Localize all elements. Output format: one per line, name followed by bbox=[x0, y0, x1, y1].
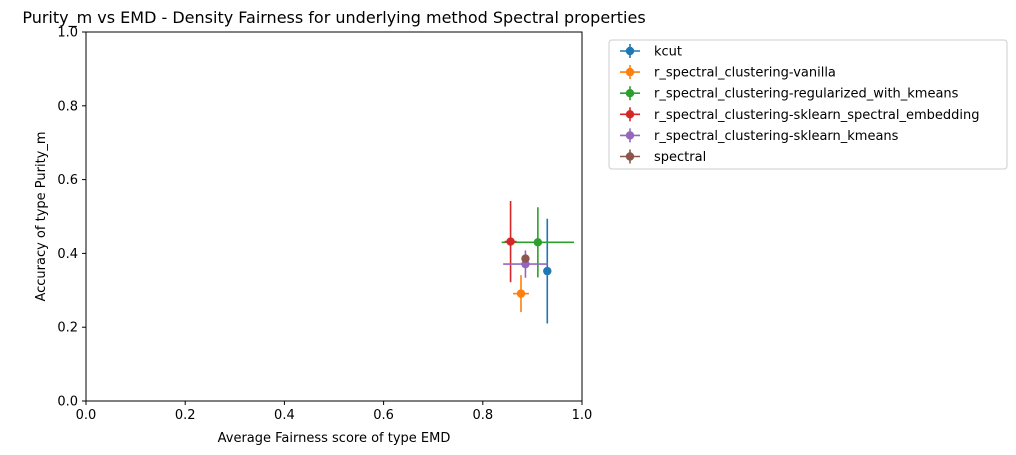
legend-marker bbox=[625, 89, 635, 98]
series-kcut bbox=[543, 218, 552, 324]
legend-marker bbox=[625, 131, 635, 140]
legend-item: r_spectral_clustering-sklearn_kmeans bbox=[620, 128, 899, 144]
legend-item: kcut bbox=[620, 44, 682, 60]
y-axis-label: Accuracy of type Purity_m bbox=[34, 131, 49, 301]
legend-marker bbox=[625, 67, 635, 77]
legend-marker bbox=[625, 152, 635, 161]
legend-item: spectral bbox=[620, 149, 706, 165]
legend: kcut r_spectral_clustering-vanilla r_spect… bbox=[608, 39, 1008, 170]
y-tick-label: 0.8 bbox=[57, 99, 78, 114]
legend-label: r_spectral_clustering-regularized_with_k… bbox=[654, 87, 959, 102]
chart-title: Purity_m vs EMD - Density Fairness for u… bbox=[22, 8, 645, 28]
x-tick-label: 0.0 bbox=[76, 408, 97, 423]
data-point bbox=[533, 238, 543, 247]
y-tick-label: 0.6 bbox=[57, 173, 78, 188]
x-tick-label: 0.4 bbox=[274, 408, 295, 423]
plot-area: 0.0 0.2 0.4 0.6 0.8 1.0 0.0 0.2 0.4 0.6 0.8 1.0 bbox=[57, 26, 592, 424]
legend-label: r_spectral_clustering-sklearn_spectral_e… bbox=[654, 108, 979, 123]
x-tick-label: 0.6 bbox=[373, 408, 394, 423]
series-spectral bbox=[521, 254, 530, 263]
x-axis-ticks: 0.0 0.2 0.4 0.6 0.8 1.0 bbox=[76, 401, 593, 423]
x-tick-label: 0.2 bbox=[175, 408, 196, 423]
axes-frame bbox=[85, 31, 583, 402]
data-point bbox=[506, 237, 515, 246]
y-tick-label: 0.4 bbox=[57, 247, 78, 262]
legend-label: spectral bbox=[654, 150, 706, 165]
y-axis-ticks: 0.0 0.2 0.4 0.6 0.8 1.0 bbox=[57, 26, 86, 410]
data-point bbox=[521, 254, 530, 263]
y-tick-label: 0.2 bbox=[57, 321, 78, 336]
y-tick-label: 0.0 bbox=[57, 395, 78, 410]
legend-label: kcut bbox=[654, 45, 682, 60]
legend-marker bbox=[625, 110, 635, 119]
x-tick-label: 1.0 bbox=[572, 408, 593, 423]
legend-item: r_spectral_clustering-regularized_with_k… bbox=[620, 86, 959, 102]
y-tick-label: 1.0 bbox=[57, 26, 78, 41]
data-marks bbox=[501, 201, 575, 324]
data-point bbox=[516, 289, 526, 298]
series-r_spectral_clustering-sklearn_spectral_embedding bbox=[504, 201, 517, 283]
x-tick-label: 0.8 bbox=[472, 408, 493, 423]
data-point bbox=[543, 266, 552, 276]
x-axis-label: Average Fairness score of type EMD bbox=[218, 431, 451, 446]
legend-label: r_spectral_clustering-sklearn_kmeans bbox=[654, 129, 899, 144]
legend-marker bbox=[625, 46, 635, 56]
legend-item: r_spectral_clustering-sklearn_spectral_e… bbox=[620, 107, 979, 123]
series-r_spectral_clustering-vanilla bbox=[513, 275, 529, 313]
legend-frame bbox=[608, 39, 1008, 170]
legend-label: r_spectral_clustering-vanilla bbox=[654, 66, 836, 81]
legend-item: r_spectral_clustering-vanilla bbox=[620, 65, 836, 81]
